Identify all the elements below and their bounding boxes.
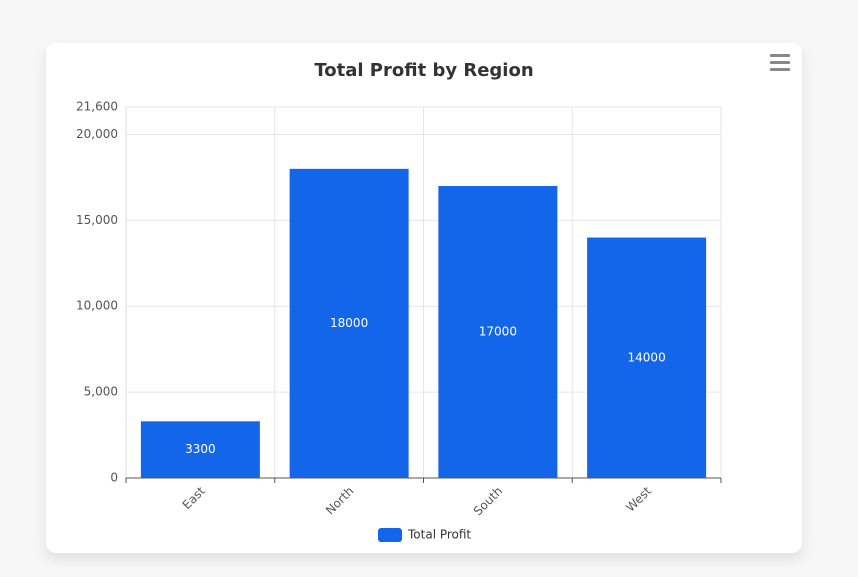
menu-bar [770, 68, 790, 71]
y-tick-label: 20,000 [76, 127, 118, 141]
y-tick-label: 15,000 [76, 213, 118, 227]
x-tick-label: North [323, 484, 357, 518]
value-label: 3300 [185, 442, 216, 456]
legend-swatch [378, 528, 402, 542]
x-tick-label: East [180, 484, 208, 512]
x-tick-label: West [623, 484, 654, 515]
y-tick-label: 5,000 [84, 385, 118, 399]
legend-label: Total Profit [407, 528, 471, 542]
bar [587, 237, 707, 478]
y-tick-label: 10,000 [76, 299, 118, 313]
bar [438, 186, 558, 478]
y-tick-label: 21,600 [76, 100, 118, 114]
menu-bar [770, 61, 790, 64]
value-label: 14000 [628, 350, 666, 364]
menu-bar [770, 54, 790, 57]
menu-button[interactable] [770, 54, 790, 71]
bar [140, 421, 260, 478]
chart-title: Total Profit by Region [314, 60, 533, 81]
value-label: 18000 [330, 316, 368, 330]
y-tick-label: 0 [110, 471, 118, 485]
x-tick-label: South [471, 484, 506, 519]
bar [289, 168, 409, 479]
value-label: 17000 [479, 325, 517, 339]
